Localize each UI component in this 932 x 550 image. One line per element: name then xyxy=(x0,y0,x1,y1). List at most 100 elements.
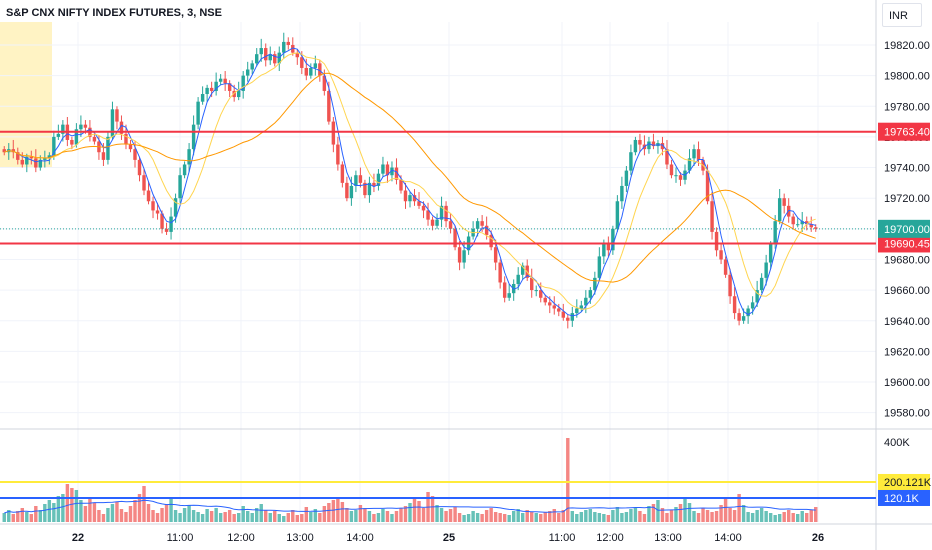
volume-bar xyxy=(502,514,507,522)
candle-body xyxy=(570,313,575,321)
candle-body xyxy=(47,155,52,159)
candle-body xyxy=(227,83,232,91)
volume-bar xyxy=(764,511,768,522)
level-price-tag xyxy=(878,122,930,141)
candle-body xyxy=(354,175,358,186)
volume-bar xyxy=(97,510,101,522)
volume-bar xyxy=(620,513,624,522)
candle-body xyxy=(372,182,376,186)
candle-body xyxy=(448,221,453,229)
volume-bar xyxy=(421,508,426,522)
candle-body xyxy=(151,201,155,211)
volume-bar xyxy=(814,507,818,522)
level-price-tag xyxy=(878,234,930,253)
price-tick-label: 19600.00 xyxy=(884,377,930,389)
price-tick-label: 19640.00 xyxy=(884,316,930,328)
currency-selector[interactable]: INR xyxy=(882,3,922,27)
candle-body xyxy=(782,198,786,206)
volume-bar xyxy=(462,515,466,522)
volume-level-tag xyxy=(878,473,930,490)
candle-body xyxy=(61,124,65,134)
volume-bar xyxy=(7,510,11,522)
volume-bar xyxy=(340,502,345,522)
volume-bar xyxy=(741,505,746,522)
candle-body xyxy=(318,63,322,76)
candle-body xyxy=(2,149,6,153)
volume-bar xyxy=(714,511,719,522)
volume-bar xyxy=(385,511,390,522)
volume-bar xyxy=(678,504,683,522)
volume-bar xyxy=(214,508,218,522)
candle-body xyxy=(20,159,25,165)
candle-body xyxy=(723,259,728,275)
volume-bar xyxy=(480,514,484,522)
volume-bar xyxy=(471,511,475,522)
volume-bar xyxy=(750,513,755,522)
volume-bar xyxy=(151,510,155,522)
candle-body xyxy=(444,205,448,222)
volume-bar xyxy=(511,511,516,522)
volume-bar xyxy=(611,510,615,522)
volume-bar xyxy=(417,501,421,522)
volume-bar xyxy=(696,513,701,522)
volume-bar xyxy=(196,512,200,522)
volume-bar xyxy=(394,511,399,522)
candle-body xyxy=(773,221,777,245)
candle-body xyxy=(453,228,457,248)
volume-bar xyxy=(56,496,61,522)
volume-bar xyxy=(656,500,660,522)
time-tick-label: 14:00 xyxy=(346,532,374,544)
candle-body xyxy=(660,143,665,150)
candle-body xyxy=(584,297,588,306)
volume-bar xyxy=(444,511,448,522)
candle-body xyxy=(692,149,696,159)
volume-bar xyxy=(588,509,593,522)
candle-body xyxy=(101,152,106,160)
volume-bar xyxy=(79,500,83,522)
volume-bar xyxy=(264,510,268,522)
candle-body xyxy=(160,213,164,229)
volume-bar xyxy=(723,498,728,522)
time-tick-label: 11:00 xyxy=(167,532,194,544)
candle-body xyxy=(178,175,182,199)
candle-body xyxy=(200,94,205,102)
candle-body xyxy=(394,167,399,180)
candle-body xyxy=(300,57,304,68)
candle-body xyxy=(128,144,133,150)
candle-body xyxy=(250,63,254,70)
volume-bar xyxy=(268,513,272,522)
volume-bar xyxy=(759,508,764,522)
candle-body xyxy=(611,228,615,251)
volume-bar xyxy=(11,514,15,522)
candle-body xyxy=(800,221,804,225)
volume-bar xyxy=(642,514,647,522)
volume-bar xyxy=(218,513,223,522)
candle-body xyxy=(777,198,782,222)
candle-body xyxy=(741,316,746,321)
volume-bar xyxy=(719,505,723,522)
level-price-label: 19690.45 xyxy=(884,238,930,250)
volume-bar xyxy=(530,512,534,522)
ma-mid-line xyxy=(4,52,816,310)
volume-bar xyxy=(475,513,480,522)
volume-bar xyxy=(651,504,656,522)
candle-body xyxy=(687,158,692,171)
candle-body xyxy=(137,159,142,176)
volume-bar xyxy=(318,513,322,522)
volume-bar xyxy=(173,510,178,522)
candle-body xyxy=(417,201,421,206)
candle-body xyxy=(327,90,331,122)
volume-bar xyxy=(245,511,250,522)
volume-bar xyxy=(457,513,462,522)
candle-body xyxy=(669,164,674,176)
candle-body xyxy=(705,170,710,202)
volume-bar xyxy=(746,512,750,522)
volume-bar xyxy=(570,511,575,522)
candle-body xyxy=(345,182,349,199)
volume-bar xyxy=(584,510,588,522)
candle-body xyxy=(674,175,678,177)
price-tick-label: 19620.00 xyxy=(884,346,930,358)
candle-body xyxy=(714,231,719,251)
candle-body xyxy=(768,244,773,263)
